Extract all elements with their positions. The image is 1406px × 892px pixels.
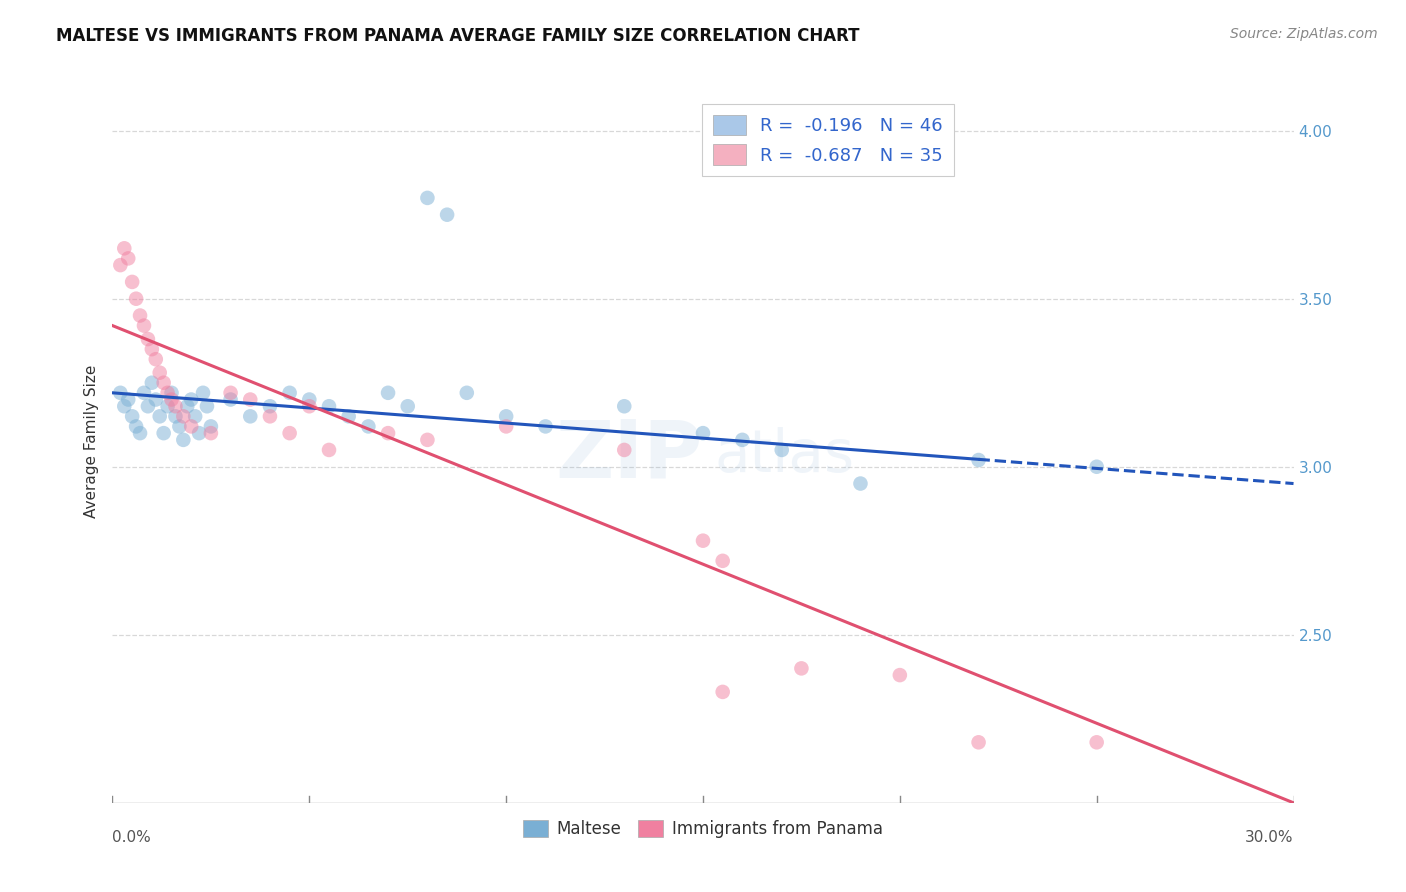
Point <box>967 453 990 467</box>
Point <box>495 419 517 434</box>
Point <box>692 426 714 441</box>
Point <box>129 309 152 323</box>
Point <box>132 385 155 400</box>
Point <box>195 399 218 413</box>
Point <box>156 399 179 413</box>
Point <box>711 685 734 699</box>
Point <box>377 385 399 400</box>
Point <box>219 392 242 407</box>
Point <box>534 419 557 434</box>
Y-axis label: Average Family Size: Average Family Size <box>83 365 98 518</box>
Point <box>849 476 872 491</box>
Point <box>318 442 340 457</box>
Point <box>191 385 214 400</box>
Point <box>337 409 360 424</box>
Point <box>129 426 152 441</box>
Point <box>278 385 301 400</box>
Point <box>172 409 194 424</box>
Point <box>495 409 517 424</box>
Point <box>132 318 155 333</box>
Point <box>169 419 191 434</box>
Point <box>117 392 139 407</box>
Point <box>200 426 222 441</box>
Point <box>790 661 813 675</box>
Point <box>259 399 281 413</box>
Point <box>219 385 242 400</box>
Text: 0.0%: 0.0% <box>112 830 152 845</box>
Point <box>110 385 132 400</box>
Point <box>889 668 911 682</box>
Point <box>613 442 636 457</box>
Point <box>770 442 793 457</box>
Text: MALTESE VS IMMIGRANTS FROM PANAMA AVERAGE FAMILY SIZE CORRELATION CHART: MALTESE VS IMMIGRANTS FROM PANAMA AVERAG… <box>56 27 859 45</box>
Point <box>160 385 183 400</box>
Point <box>145 352 167 367</box>
Point <box>110 258 132 272</box>
Point <box>200 419 222 434</box>
Point <box>259 409 281 424</box>
Point <box>172 433 194 447</box>
Point <box>731 433 754 447</box>
Point <box>121 275 143 289</box>
Point <box>125 419 148 434</box>
Point <box>239 409 262 424</box>
Point <box>160 392 183 407</box>
Point <box>396 399 419 413</box>
Point <box>377 426 399 441</box>
Point <box>136 332 159 346</box>
Point <box>136 399 159 413</box>
Point <box>416 191 439 205</box>
Point <box>416 433 439 447</box>
Point <box>152 376 174 390</box>
Point <box>298 392 321 407</box>
Point <box>165 409 187 424</box>
Point <box>165 399 187 413</box>
Point <box>184 409 207 424</box>
Point <box>456 385 478 400</box>
Point <box>112 399 135 413</box>
Point <box>141 342 163 356</box>
Text: atlas: atlas <box>714 427 855 484</box>
Point <box>278 426 301 441</box>
Text: Source: ZipAtlas.com: Source: ZipAtlas.com <box>1230 27 1378 41</box>
Text: 30.0%: 30.0% <box>1246 830 1294 845</box>
Point <box>125 292 148 306</box>
Point <box>188 426 211 441</box>
Point <box>711 554 734 568</box>
Point <box>156 385 179 400</box>
Legend: Maltese, Immigrants from Panama: Maltese, Immigrants from Panama <box>517 814 889 845</box>
Point <box>318 399 340 413</box>
Point <box>149 409 172 424</box>
Point <box>436 208 458 222</box>
Point <box>1085 459 1108 474</box>
Point <box>176 399 198 413</box>
Point <box>357 419 380 434</box>
Point <box>141 376 163 390</box>
Point <box>117 252 139 266</box>
Point <box>239 392 262 407</box>
Point <box>298 399 321 413</box>
Point <box>613 399 636 413</box>
Point <box>180 392 202 407</box>
Point <box>1085 735 1108 749</box>
Point <box>692 533 714 548</box>
Point <box>145 392 167 407</box>
Point <box>121 409 143 424</box>
Point <box>152 426 174 441</box>
Point <box>967 735 990 749</box>
Point <box>149 366 172 380</box>
Point <box>180 419 202 434</box>
Text: ZIP: ZIP <box>555 417 703 495</box>
Point <box>112 241 135 255</box>
